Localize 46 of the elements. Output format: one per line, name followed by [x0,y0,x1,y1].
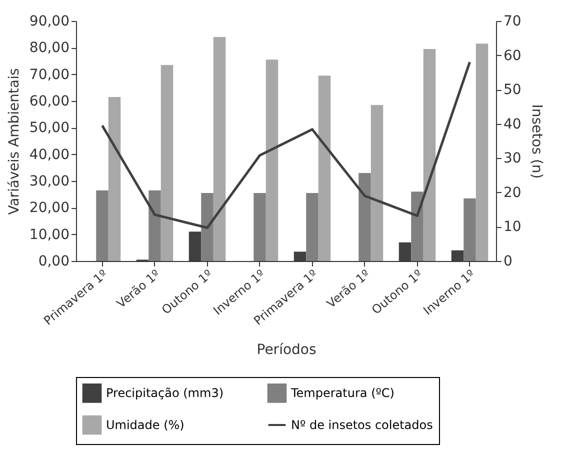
legend-label: Umidade (%) [106,418,184,432]
y-tick-label: 40,00 [29,146,70,163]
y2-tick-label: 20 [504,184,522,201]
bar [188,232,202,261]
bar [294,252,306,261]
bar [266,60,278,261]
y2-tick-label: 50 [504,82,522,98]
y-axis-title: Variáveis Ambientais [6,68,22,215]
y2-tick-label: 60 [504,48,522,64]
bar [451,250,464,261]
bar [148,190,161,261]
bar [254,193,266,261]
y-tick-label: 70,00 [29,66,70,83]
y-tick-label: 20,00 [29,200,70,216]
y-tick-label: 80,00 [29,40,70,56]
y-tick-label: 30,00 [29,174,70,190]
y2-tick-label: 40 [504,116,522,132]
bar [423,49,436,261]
y2-tick-label: 0 [504,254,512,270]
legend-label: Precipitação (mm3) [106,386,224,400]
bar [201,193,214,261]
bar [398,242,412,261]
legend-label: Nº de insetos coletados [291,418,433,432]
bar [318,76,331,261]
y2-axis-title: Insetos (n) [528,104,544,179]
bar [306,193,318,261]
x-axis-title: Períodos [256,342,316,358]
y-tick-label: 90,00 [29,14,70,30]
y-tick-label: 0,00 [38,254,70,270]
bar [411,192,424,261]
bar [370,105,384,261]
bar [464,198,476,261]
y-tick-label: 10,00 [29,226,70,243]
bar [358,173,371,261]
y-tick-label: 50,00 [29,120,70,136]
line-series [101,60,471,229]
bar [96,190,108,261]
bar [108,97,121,261]
bar [213,37,226,261]
bar [160,65,174,261]
y2-tick-label: 70 [504,14,522,30]
y2-tick-label: 30 [504,150,522,167]
legend-label: Temperatura (ºC) [290,386,394,400]
bar [476,44,488,261]
y-tick-label: 60,00 [29,94,70,110]
y2-tick-label: 10 [504,219,522,236]
